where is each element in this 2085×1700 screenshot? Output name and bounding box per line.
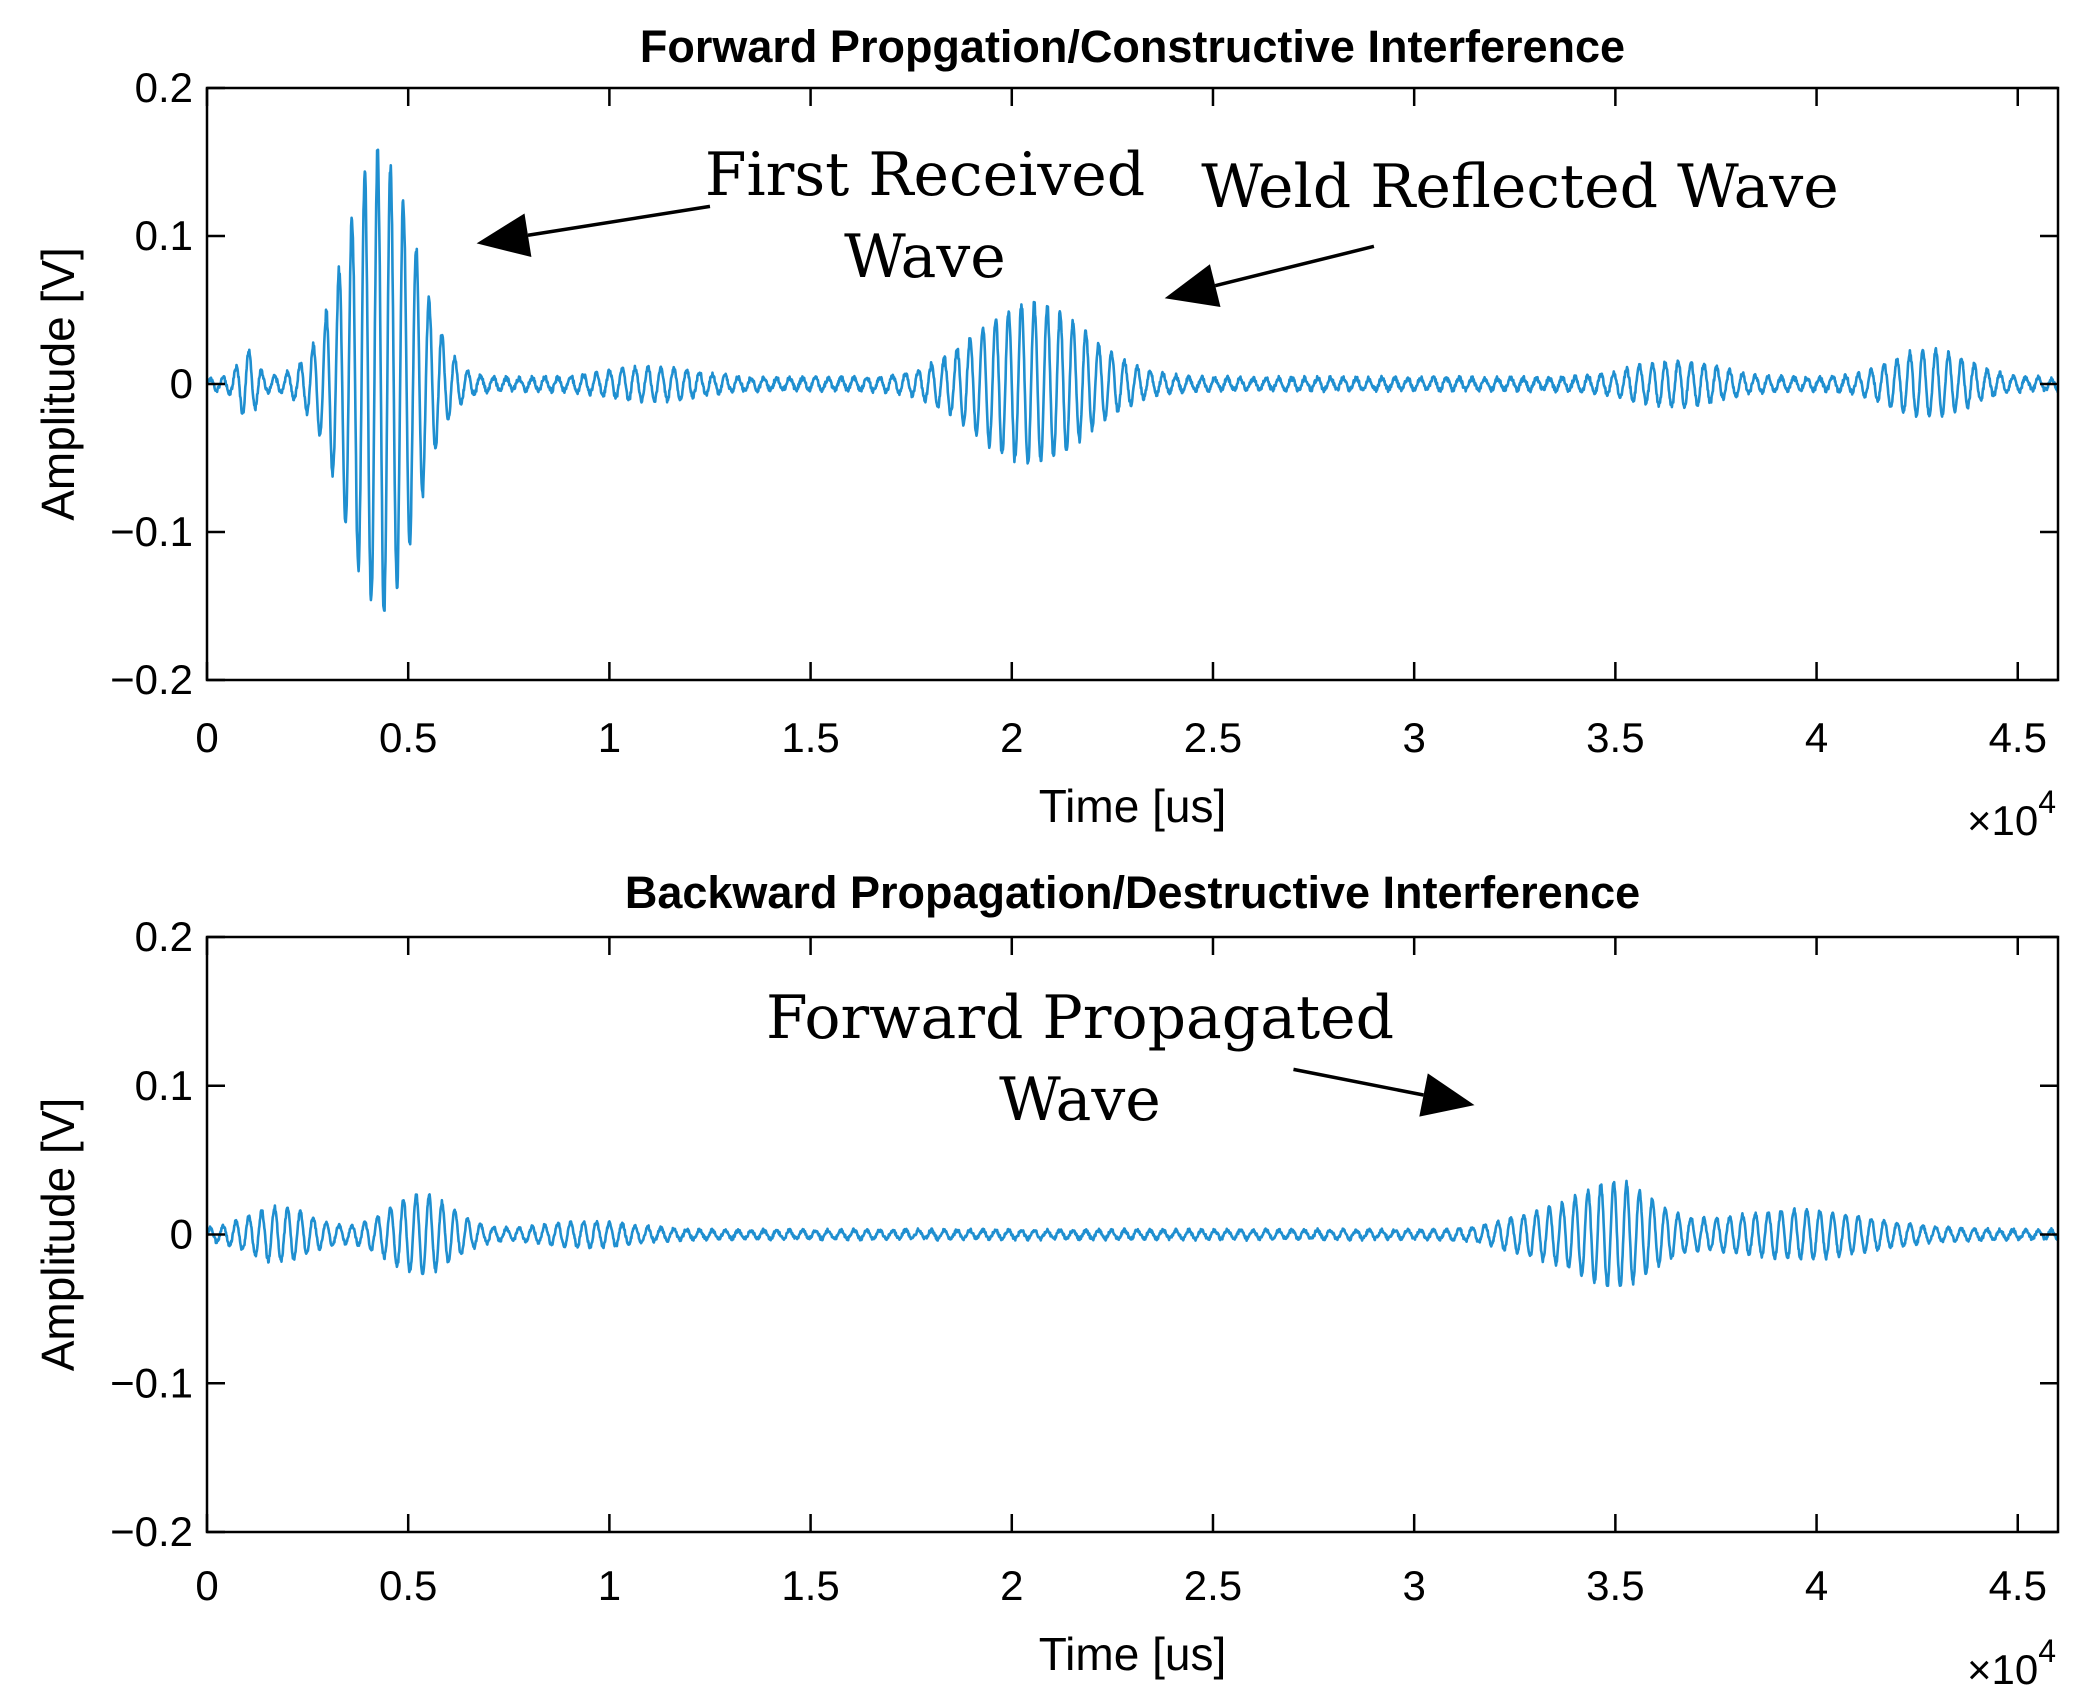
annotation-arrow-head (476, 213, 532, 257)
y-axis-label: Amplitude [V] (32, 247, 84, 521)
y-tick-label: −0.2 (110, 656, 193, 703)
x-tick-label: 3.5 (1586, 1562, 1644, 1609)
series-line-signal (205, 1179, 2060, 1287)
x-tick-label: 0.5 (379, 714, 437, 761)
x-tick-label: 1 (598, 1562, 621, 1609)
x-tick-label: 0.5 (379, 1562, 437, 1609)
y-tick-label: −0.1 (110, 1359, 193, 1406)
x-tick-label: 4 (1805, 714, 1828, 761)
y-tick-label: 0.1 (135, 212, 193, 259)
x-tick-label: 1.5 (781, 1562, 839, 1609)
x-axis-multiplier: ×104 (1967, 784, 2056, 844)
annotation-arrow-line (1293, 1067, 1424, 1097)
y-tick-label: 0 (170, 1211, 193, 1258)
x-tick-label: 2 (1000, 1562, 1023, 1609)
annotation-text: Wave (999, 1065, 1161, 1135)
x-axis-multiplier-base: ×10 (1967, 1646, 2038, 1693)
x-tick-label: 2.5 (1184, 1562, 1242, 1609)
annotation-arrow-head (1419, 1073, 1475, 1117)
y-tick-label: 0.2 (135, 64, 193, 111)
x-tick-label: 3 (1402, 714, 1425, 761)
x-tick-label: 2 (1000, 714, 1023, 761)
x-axis-label: Time [us] (1039, 1628, 1226, 1680)
series-line-signal (205, 148, 2060, 612)
x-axis-multiplier-base: ×10 (1967, 797, 2038, 844)
chart-panel-1: Forward Propgation/Constructive Interfer… (32, 21, 2060, 844)
annotation-text: First Received (705, 140, 1145, 210)
x-tick-label: 0 (195, 1562, 218, 1609)
chart-panel-2: Backward Propagation/Destructive Interfe… (32, 867, 2060, 1693)
x-axis-multiplier: ×104 (1967, 1633, 2056, 1693)
annotation-2: Weld Reflected Wave (1164, 152, 1839, 307)
y-tick-label: −0.1 (110, 508, 193, 555)
y-tick-label: 0.1 (135, 1062, 193, 1109)
x-axis-multiplier-exponent: 4 (2038, 784, 2056, 820)
x-tick-label: 0 (195, 714, 218, 761)
chart-title: Forward Propgation/Constructive Interfer… (640, 21, 1625, 72)
x-axis-multiplier-exponent: 4 (2038, 1633, 2056, 1669)
annotation-text: Wave (844, 222, 1006, 292)
chart-title: Backward Propagation/Destructive Interfe… (625, 867, 1640, 918)
annotation-arrow-head (1164, 264, 1221, 307)
annotation-text: Forward Propagated (766, 983, 1394, 1053)
x-axis-label: Time [us] (1039, 780, 1226, 832)
y-tick-label: 0.2 (135, 913, 193, 960)
y-tick-label: −0.2 (110, 1508, 193, 1555)
x-tick-label: 4.5 (1989, 714, 2047, 761)
x-tick-label: 3.5 (1586, 714, 1644, 761)
x-tick-label: 3 (1402, 1562, 1425, 1609)
x-tick-label: 1 (598, 714, 621, 761)
annotation-text: Weld Reflected Wave (1201, 152, 1839, 222)
annotation-arrow-line (1214, 244, 1375, 288)
x-tick-label: 1.5 (781, 714, 839, 761)
annotation-arrow-line (527, 204, 711, 237)
x-tick-label: 4 (1805, 1562, 1828, 1609)
x-tick-label: 4.5 (1989, 1562, 2047, 1609)
annotation-1: Forward Propagated Wave (766, 983, 1475, 1135)
y-tick-label: 0 (170, 360, 193, 407)
x-tick-label: 2.5 (1184, 714, 1242, 761)
y-axis-label: Amplitude [V] (32, 1098, 84, 1372)
annotation-1: First Received Wave (476, 140, 1145, 292)
